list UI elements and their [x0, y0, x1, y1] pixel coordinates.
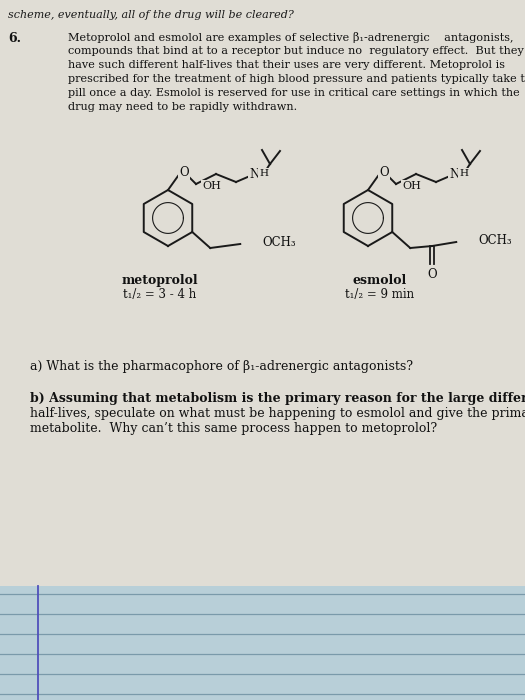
Text: have such different half-lives that their uses are very different. Metoprolol is: have such different half-lives that thei…	[68, 60, 505, 70]
Text: scheme, eventually, all of the drug will be cleared?: scheme, eventually, all of the drug will…	[8, 10, 294, 20]
Text: N: N	[450, 167, 460, 181]
Text: O: O	[379, 165, 389, 178]
Text: b) Assuming that metabolism is the primary reason for the large difference in: b) Assuming that metabolism is the prima…	[30, 392, 525, 405]
Text: OCH₃: OCH₃	[478, 234, 512, 248]
Text: Metoprolol and esmolol are examples of selective β₁-adrenergic    antagonists,: Metoprolol and esmolol are examples of s…	[68, 32, 513, 43]
Text: half-lives, speculate on what must be happening to esmolol and give the primary: half-lives, speculate on what must be ha…	[30, 407, 525, 420]
Text: 6.: 6.	[8, 32, 21, 45]
Text: N: N	[250, 167, 260, 181]
Text: a) What is the pharmacophore of β₁-adrenergic antagonists?: a) What is the pharmacophore of β₁-adren…	[30, 360, 413, 373]
Text: O: O	[427, 267, 437, 281]
Text: pill once a day. Esmolol is reserved for use in critical care settings in which : pill once a day. Esmolol is reserved for…	[68, 88, 520, 98]
Text: t₁/₂ = 3 - 4 h: t₁/₂ = 3 - 4 h	[123, 288, 197, 301]
Bar	[0, 0, 525, 586]
Text: OH: OH	[403, 181, 422, 191]
Text: O: O	[179, 165, 189, 178]
Text: H: H	[459, 169, 468, 178]
Bar	[0, 586, 525, 700]
Text: drug may need to be rapidly withdrawn.: drug may need to be rapidly withdrawn.	[68, 102, 297, 112]
Text: esmolol: esmolol	[353, 274, 407, 287]
Text: t₁/₂ = 9 min: t₁/₂ = 9 min	[345, 288, 415, 301]
Text: H: H	[259, 169, 268, 178]
Text: compounds that bind at to a receptor but induce no  regulatory effect.  But they: compounds that bind at to a receptor but…	[68, 46, 524, 56]
Text: prescribed for the treatment of high blood pressure and patients typically take : prescribed for the treatment of high blo…	[68, 74, 525, 84]
Text: OH: OH	[203, 181, 222, 191]
Text: metabolite.  Why can’t this same process happen to metoprolol?: metabolite. Why can’t this same process …	[30, 422, 437, 435]
Text: metoprolol: metoprolol	[122, 274, 198, 287]
Text: OCH₃: OCH₃	[262, 237, 296, 249]
